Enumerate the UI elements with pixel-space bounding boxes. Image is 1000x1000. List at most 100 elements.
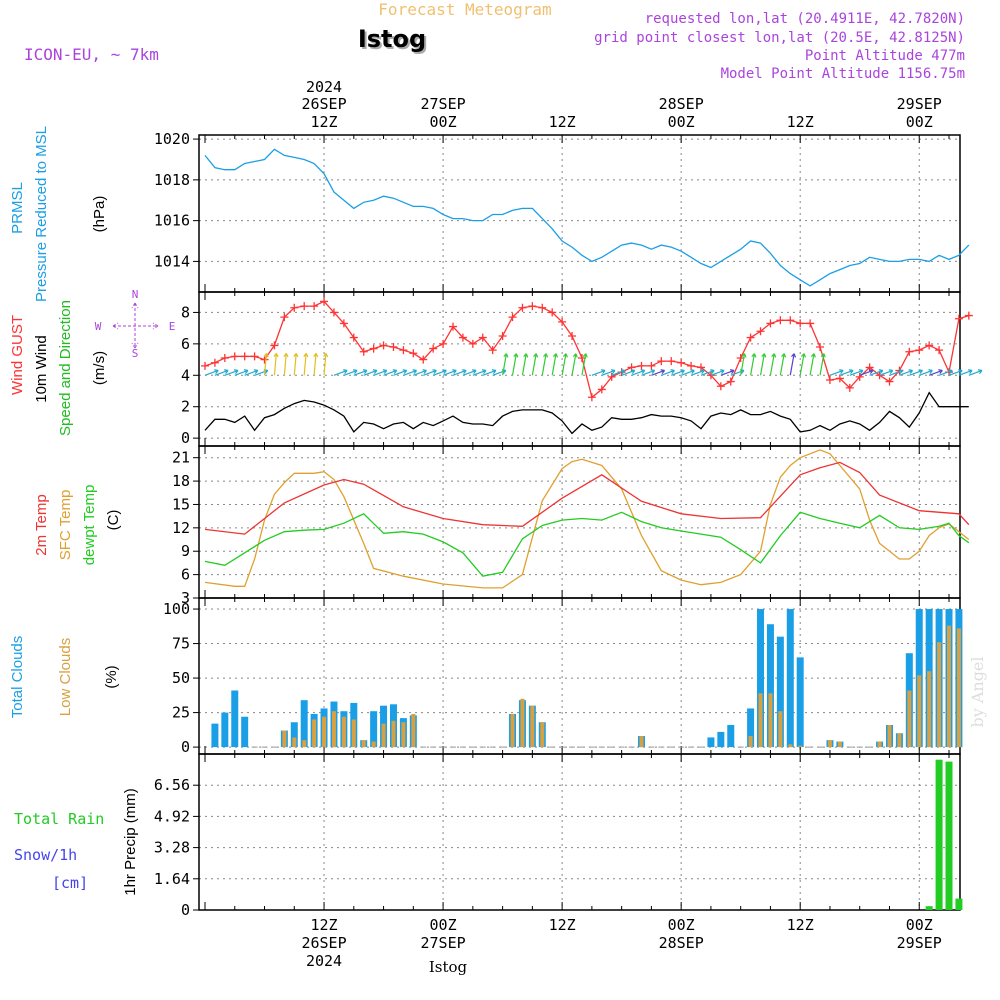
arrow-shaft: [293, 353, 297, 376]
pressure-line: [204, 148, 970, 287]
low-cloud-bar: [302, 740, 307, 748]
gust-marker: [637, 361, 646, 370]
total-clouds-label: Total Clouds: [9, 636, 26, 719]
gust-marker: [468, 339, 477, 348]
arrow-head: [690, 369, 695, 374]
gust-marker: [756, 327, 765, 336]
arrow-head: [412, 369, 418, 374]
low-cloud-bar: [381, 723, 386, 748]
gust-marker: [419, 355, 428, 364]
arrow-head: [670, 369, 675, 374]
arrow-shaft: [254, 369, 268, 376]
low-cloud-bar: [510, 713, 515, 748]
gust-marker: [558, 317, 567, 326]
arrow-head: [888, 369, 894, 374]
wind-direction-arrow: [720, 369, 735, 376]
arrow-head: [382, 369, 388, 374]
top-hour-label: 12Z: [787, 113, 814, 131]
bottom-hour-label: 00Z: [668, 916, 695, 934]
top-day-label: 27SEP: [421, 95, 466, 113]
arrow-shaft: [511, 353, 517, 376]
y-tick-label: 21: [172, 449, 190, 467]
gust-marker: [925, 341, 934, 350]
gust-marker: [339, 319, 348, 328]
gust-marker: [300, 302, 309, 311]
y-tick-label: 12: [172, 519, 190, 537]
wind-direction-arrow: [472, 369, 487, 376]
arrow-shaft: [641, 369, 655, 376]
arrow-head: [948, 369, 953, 374]
wind-gust-label: Wind GUST: [9, 315, 26, 395]
arrow-head: [868, 369, 874, 374]
top-day-label: 26SEP: [301, 95, 346, 113]
gust-marker: [657, 357, 666, 366]
model-altitude: Model Point Altitude 1156.75m: [721, 66, 965, 82]
wind-direction-arrow: [383, 369, 398, 376]
arrow-head: [700, 369, 705, 374]
arrow-head: [273, 353, 279, 358]
panel-temp: [193, 445, 961, 599]
clouds-unit: (%): [103, 665, 120, 688]
gust-marker: [816, 343, 825, 351]
wind-direction-arrow: [968, 369, 983, 376]
gust-marker: [677, 358, 686, 367]
wind-direction-arrow: [710, 369, 725, 376]
gust-marker: [478, 333, 487, 342]
arrow-shaft: [601, 369, 616, 376]
y-tick-label: 18: [172, 472, 190, 490]
wind-direction-arrow: [690, 369, 705, 376]
wind-direction-arrow: [948, 369, 963, 376]
arrow-head: [848, 369, 854, 374]
location-title: Istog: [358, 25, 426, 53]
y-tick-label: 1014: [154, 252, 190, 270]
y-tick-label: 1016: [154, 212, 190, 230]
gridpoint-coords: grid point closest lon,lat (20.5E, 42.81…: [594, 30, 965, 46]
arrow-shaft: [541, 353, 547, 376]
arrow-head: [214, 369, 219, 374]
arrow-shaft: [204, 369, 219, 376]
wind-direction-arrow: [363, 369, 378, 376]
gust-marker: [508, 313, 517, 322]
arrow-shaft: [889, 369, 903, 376]
arrow-shaft: [968, 369, 983, 376]
compass-s: S: [132, 347, 139, 360]
panel-precip: [193, 753, 961, 911]
bottom-day-label: 27SEP: [421, 934, 466, 952]
arrow-shaft: [899, 369, 913, 376]
y-tick-label: 3: [181, 589, 190, 607]
wind-direction-arrow: [204, 369, 219, 376]
arrow-shaft: [938, 369, 953, 376]
arrow-head: [710, 369, 715, 374]
low-cloud-bar: [748, 736, 753, 748]
y-tick-label: 0: [181, 429, 190, 447]
low-cloud-bar: [312, 719, 317, 748]
gust-marker: [329, 308, 338, 317]
wind-direction-arrow: [502, 353, 509, 376]
arrow-shaft: [244, 369, 259, 376]
wind-direction-arrow: [244, 369, 259, 376]
pressure-unit: (hPa): [91, 196, 108, 233]
gust-marker: [796, 319, 805, 328]
wind-direction-arrow: [263, 353, 269, 376]
arrow-head: [533, 353, 539, 358]
low-cloud-bar: [331, 711, 336, 748]
gust-marker: [885, 377, 894, 386]
arrow-shaft: [462, 369, 477, 376]
gust-marker: [439, 339, 448, 348]
bottom-day-label: 29SEP: [897, 934, 942, 952]
pressure-subtitle: Pressure Reduced to MSL: [33, 126, 50, 302]
arrow-head: [898, 369, 904, 374]
wind-direction-arrow: [789, 353, 797, 376]
wind-direction-arrow: [521, 353, 529, 376]
gust-marker: [210, 358, 219, 367]
low-cloud-bar: [282, 730, 287, 748]
arrow-shaft: [423, 369, 437, 376]
temp-2m-label: 2m Temp: [33, 494, 50, 555]
arrow-shaft: [353, 369, 368, 376]
gust-marker: [458, 333, 467, 342]
wind-direction-arrow: [779, 353, 787, 376]
wind-direction-arrow: [581, 353, 588, 376]
gust-marker: [488, 346, 497, 355]
low-cloud-bar: [887, 725, 892, 748]
